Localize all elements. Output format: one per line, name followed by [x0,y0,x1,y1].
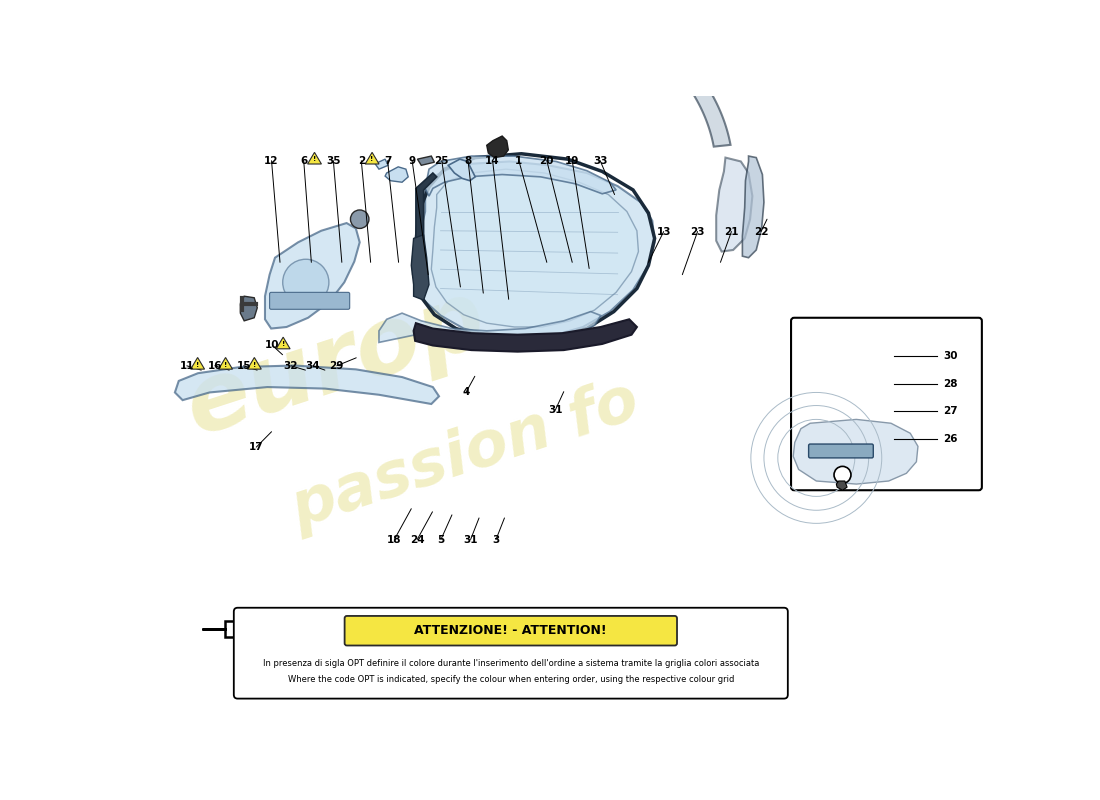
Text: 3: 3 [493,534,499,545]
Text: !: ! [255,661,258,667]
FancyBboxPatch shape [270,292,350,310]
Text: 30: 30 [943,351,957,361]
Polygon shape [385,167,408,182]
Text: !: ! [196,362,199,367]
Polygon shape [248,654,266,670]
Text: 9: 9 [408,156,416,166]
Polygon shape [175,366,439,404]
Text: !: ! [282,342,285,347]
Circle shape [834,466,851,483]
Text: 13: 13 [657,226,671,237]
FancyBboxPatch shape [791,318,982,490]
Polygon shape [411,234,429,300]
Text: passion fo: passion fo [284,371,647,540]
Polygon shape [365,152,380,164]
Text: 7: 7 [384,156,392,166]
Text: 24: 24 [410,534,425,545]
Polygon shape [716,158,752,251]
Text: !: ! [224,362,228,367]
Text: 26: 26 [943,434,957,444]
Polygon shape [416,162,654,338]
Polygon shape [202,621,241,637]
Polygon shape [642,30,730,146]
Text: 33: 33 [593,156,607,166]
Text: 4: 4 [463,386,470,397]
Text: 21: 21 [724,226,739,237]
Polygon shape [486,136,508,158]
Text: In presenza di sigla OPT definire il colore durante l'inserimento dell'ordine a : In presenza di sigla OPT definire il col… [263,658,759,668]
FancyBboxPatch shape [344,616,676,646]
Text: 20: 20 [540,156,554,166]
Polygon shape [248,358,262,369]
Text: Where the code OPT is indicated, specify the colour when entering order, using t: Where the code OPT is indicated, specify… [287,675,734,684]
FancyBboxPatch shape [808,444,873,458]
Text: 29: 29 [330,361,344,371]
Text: 31: 31 [548,405,562,415]
Polygon shape [375,159,388,169]
Text: !: ! [312,157,316,162]
Text: 28: 28 [943,378,957,389]
Text: 31: 31 [463,534,477,545]
Text: 18: 18 [387,534,402,545]
Text: 17: 17 [249,442,264,452]
Text: 35: 35 [326,156,341,166]
Polygon shape [276,337,290,349]
Polygon shape [836,481,847,490]
Polygon shape [425,156,616,196]
Text: 14: 14 [485,156,499,166]
Polygon shape [265,223,360,329]
Text: !: ! [371,157,374,162]
Polygon shape [742,156,763,258]
Text: !: ! [253,362,256,367]
Polygon shape [431,169,638,327]
Text: 32: 32 [284,361,298,371]
Text: 12: 12 [264,156,278,166]
Polygon shape [241,296,257,321]
Circle shape [283,259,329,306]
Text: 8: 8 [464,156,472,166]
Text: 10: 10 [265,341,279,350]
Text: ATTENZIONE! - ATTENTION!: ATTENZIONE! - ATTENTION! [415,624,607,638]
Text: europ: europ [174,271,498,454]
Text: 6: 6 [300,156,307,166]
Text: 5: 5 [438,534,444,545]
Polygon shape [793,419,917,484]
Text: 27: 27 [943,406,958,416]
Text: 22: 22 [754,226,769,237]
Circle shape [351,210,369,229]
Polygon shape [449,159,475,181]
FancyBboxPatch shape [234,608,788,698]
Text: 15: 15 [236,361,251,371]
Polygon shape [418,156,434,166]
Text: 11: 11 [179,361,194,371]
Text: 34: 34 [306,361,320,371]
Polygon shape [378,311,601,346]
Text: 19: 19 [565,156,580,166]
Text: 23: 23 [691,226,705,237]
Polygon shape [219,358,232,369]
Polygon shape [416,173,437,242]
Polygon shape [308,152,321,164]
Text: 1: 1 [515,156,522,166]
Text: 16: 16 [208,361,222,371]
Text: 25: 25 [434,156,449,166]
Text: 2: 2 [358,156,365,166]
Polygon shape [190,358,205,369]
Polygon shape [414,319,637,352]
